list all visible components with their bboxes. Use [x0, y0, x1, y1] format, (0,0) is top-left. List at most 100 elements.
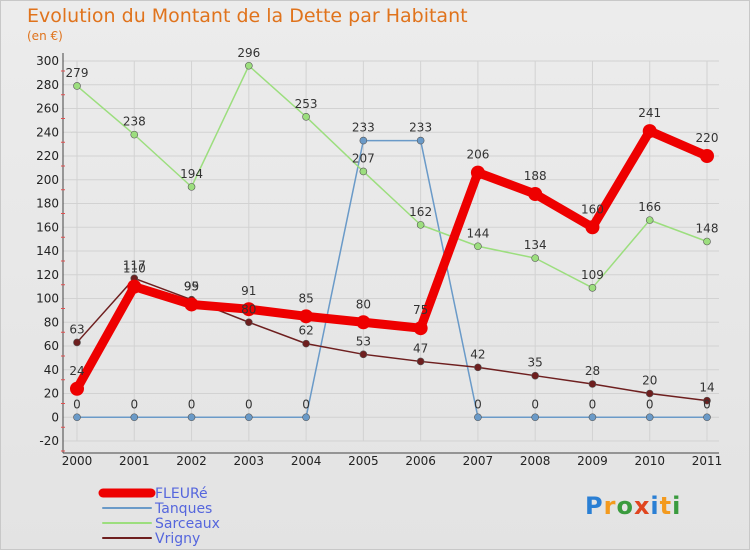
data-point-sarceaux: [302, 113, 310, 121]
data-label-vrigny: 14: [699, 381, 714, 395]
y-tick-label: 0: [51, 410, 59, 424]
data-point-vrigny: [531, 371, 539, 380]
grid: [63, 60, 719, 442]
data-label-sarceaux: 166: [638, 200, 661, 214]
data-label-sarceaux: 296: [237, 46, 260, 60]
data-label-sarceaux: 134: [524, 238, 547, 252]
data-label-fleur-: 188: [524, 169, 547, 183]
x-tick-label: 2006: [405, 454, 436, 468]
data-label-vrigny: 47: [413, 341, 428, 355]
data-label-fleur-: 160: [581, 202, 604, 216]
data-point-fleur-: [585, 220, 600, 235]
y-tick-label: 220: [36, 149, 59, 163]
series-line-fleur-: [72, 126, 712, 394]
data-point-sarceaux: [588, 284, 597, 292]
data-point-vrigny: [588, 380, 597, 388]
y-tick-label: 160: [36, 220, 59, 234]
y-tick-label: 240: [36, 125, 59, 139]
data-label-vrigny: 63: [69, 322, 84, 336]
data-label-sarceaux: 238: [123, 115, 146, 129]
legend-label-tanques: Tanques: [154, 501, 212, 517]
data-point-tanques: [474, 413, 482, 422]
x-tick-label: 2011: [692, 454, 723, 468]
x-tick-label: 2001: [119, 454, 150, 468]
x-tick-label: 2000: [62, 454, 93, 468]
data-label-tanques: 0: [302, 397, 310, 411]
data-label-tanques: 0: [703, 397, 711, 411]
data-point-vrigny: [302, 339, 310, 348]
data-point-sarceaux: [73, 82, 81, 90]
y-tick-label: 260: [36, 102, 59, 116]
data-label-fleur-: 220: [696, 131, 719, 145]
y-tick-label: 140: [36, 244, 59, 258]
data-point-tanques: [703, 413, 711, 422]
data-label-vrigny: 20: [642, 374, 657, 388]
data-point-tanques: [531, 413, 539, 422]
data-point-vrigny: [474, 363, 482, 372]
data-point-vrigny: [245, 318, 253, 327]
chart-unit: (en €): [27, 29, 63, 43]
data-point-fleur-: [127, 279, 142, 294]
data-label-vrigny: 42: [470, 347, 485, 361]
data-label-vrigny: 117: [123, 258, 146, 272]
data-label-vrigny: 99: [184, 280, 199, 294]
y-tick-label: 80: [44, 315, 59, 329]
data-point-fleur-: [70, 381, 84, 396]
data-label-fleur-: 24: [69, 364, 84, 378]
data-label-vrigny: 35: [528, 356, 543, 370]
data-point-vrigny: [645, 389, 654, 398]
data-point-tanques: [130, 413, 139, 422]
data-label-vrigny: 80: [241, 302, 256, 316]
y-tick-label: 200: [36, 173, 59, 187]
y-tick-label: 20: [44, 387, 59, 401]
legend-label-vrigny: Vrigny: [155, 531, 200, 547]
series-line-sarceaux: [76, 65, 708, 289]
data-label-sarceaux: 207: [352, 151, 375, 165]
legend-label-sarceaux: Sarceaux: [155, 516, 220, 532]
y-tick-label: 180: [36, 197, 59, 211]
data-label-fleur-: 91: [241, 284, 256, 298]
x-tick-label: 2004: [291, 454, 322, 468]
series-lines: [70, 61, 714, 422]
data-point-sarceaux: [359, 167, 368, 176]
y-tick-label: 60: [44, 339, 59, 353]
data-point-tanques: [73, 413, 81, 422]
data-point-tanques: [302, 413, 310, 422]
data-label-fleur-: 80: [356, 297, 371, 311]
axes: -200204060801001201401601802002202402602…: [36, 53, 722, 468]
data-point-fleur-: [413, 321, 428, 336]
data-point-fleur-: [470, 165, 485, 180]
legend-label-fleur-: FLEURé: [155, 486, 208, 502]
y-tick-label: 300: [36, 54, 59, 68]
data-label-sarceaux: 162: [409, 205, 432, 219]
data-point-sarceaux: [416, 221, 425, 229]
data-label-tanques: 0: [589, 397, 597, 411]
data-label-sarceaux: 194: [180, 167, 203, 181]
data-label-sarceaux: 144: [466, 226, 489, 240]
data-label-vrigny: 62: [298, 324, 313, 338]
data-point-tanques: [645, 413, 654, 422]
x-tick-label: 2009: [577, 454, 608, 468]
data-point-tanques: [359, 136, 368, 145]
data-point-tanques: [245, 413, 253, 422]
data-label-tanques: 233: [409, 121, 432, 135]
data-label-tanques: 233: [352, 121, 375, 135]
x-tick-label: 2010: [634, 454, 665, 468]
data-label-fleur-: 241: [638, 106, 661, 120]
data-point-sarceaux: [645, 216, 654, 224]
data-label-tanques: 0: [130, 397, 138, 411]
data-point-fleur-: [700, 149, 714, 163]
data-point-vrigny: [703, 396, 711, 405]
data-point-fleur-: [528, 187, 543, 201]
data-label-fleur-: 85: [298, 291, 313, 305]
x-tick-label: 2002: [176, 454, 207, 468]
data-label-tanques: 0: [646, 397, 654, 411]
data-point-sarceaux: [130, 130, 139, 139]
chart-title: Evolution du Montant de la Dette par Hab…: [27, 5, 468, 27]
y-tick-label: -20: [39, 434, 59, 448]
data-label-fleur-: 206: [466, 148, 489, 162]
data-label-sarceaux: 109: [581, 268, 604, 282]
data-point-vrigny: [73, 338, 81, 347]
